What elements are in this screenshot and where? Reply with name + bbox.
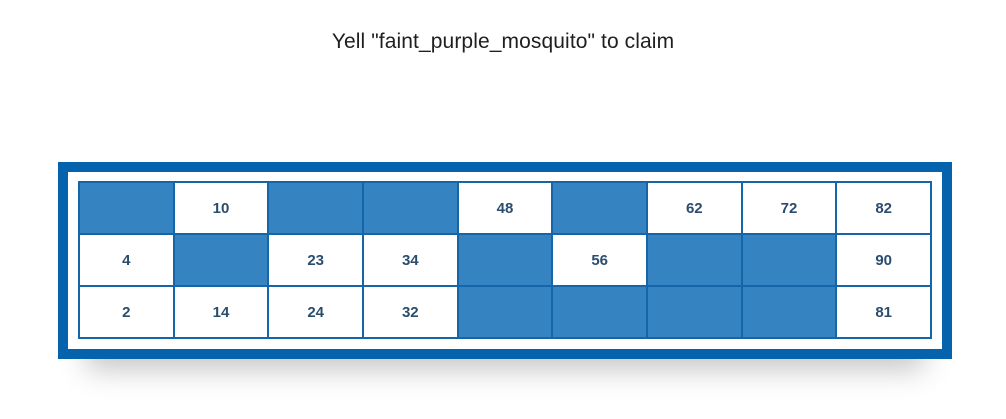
bingo-ticket: 10 48 62 72 82 4 23 34 56 90 2 14 24 32 81 <box>58 162 952 359</box>
number-cell[interactable]: 14 <box>174 287 270 339</box>
number-cell[interactable]: 4 <box>80 235 175 287</box>
number-cell[interactable]: 82 <box>837 183 932 235</box>
blank-cell <box>553 287 648 339</box>
blank-cell <box>647 235 743 287</box>
blank-cell <box>742 235 838 287</box>
blank-cell <box>363 183 459 235</box>
blank-cell <box>458 235 554 287</box>
blank-cell <box>742 287 838 339</box>
number-cell[interactable]: 2 <box>80 287 175 339</box>
number-cell[interactable]: 34 <box>363 235 459 287</box>
number-cell[interactable]: 24 <box>269 287 364 339</box>
ticket-grid: 10 48 62 72 82 4 23 34 56 90 2 14 24 32 81 <box>78 181 932 339</box>
blank-cell <box>553 183 648 235</box>
blank-cell <box>80 183 175 235</box>
number-cell[interactable]: 90 <box>837 235 932 287</box>
blank-cell <box>458 287 554 339</box>
blank-cell <box>647 287 743 339</box>
number-cell[interactable]: 10 <box>174 183 270 235</box>
number-cell[interactable]: 23 <box>269 235 364 287</box>
number-cell[interactable]: 72 <box>742 183 838 235</box>
number-cell[interactable]: 81 <box>837 287 932 339</box>
number-cell[interactable]: 32 <box>363 287 459 339</box>
blank-cell <box>174 235 270 287</box>
blank-cell <box>269 183 364 235</box>
number-cell[interactable]: 56 <box>553 235 648 287</box>
claim-instruction: Yell "faint_purple_mosquito" to claim <box>331 30 675 53</box>
ticket-inner: 10 48 62 72 82 4 23 34 56 90 2 14 24 32 81 <box>68 172 942 349</box>
number-cell[interactable]: 62 <box>647 183 743 235</box>
number-cell[interactable]: 48 <box>458 183 554 235</box>
